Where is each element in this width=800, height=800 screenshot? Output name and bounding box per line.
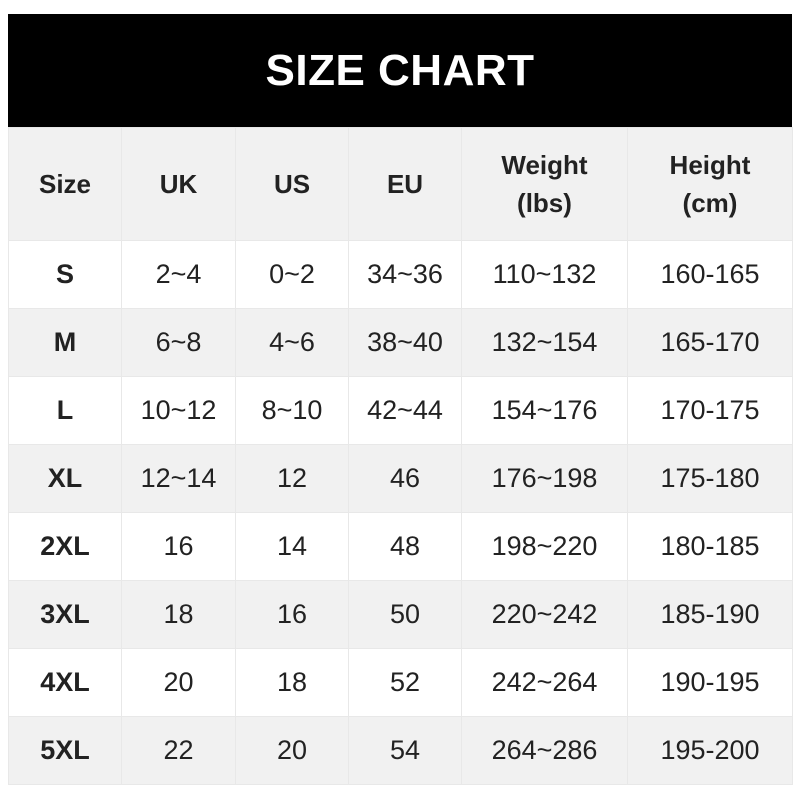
cell-size: XL: [8, 444, 122, 513]
cell-eu: 50: [348, 580, 462, 649]
cell-weight: 242~264: [461, 648, 628, 717]
cell-us: 8~10: [235, 376, 349, 445]
cell-height: 175-180: [627, 444, 793, 513]
cell-height: 185-190: [627, 580, 793, 649]
cell-height: 170-175: [627, 376, 793, 445]
cell-uk: 12~14: [121, 444, 236, 513]
column-header-label: Height: [669, 150, 751, 180]
cell-weight: 176~198: [461, 444, 628, 513]
cell-uk: 20: [121, 648, 236, 717]
column-header-label: Size: [38, 169, 92, 199]
cell-weight: 264~286: [461, 716, 628, 785]
cell-eu: 42~44: [348, 376, 462, 445]
cell-us: 12: [235, 444, 349, 513]
column-header-label: US: [273, 169, 311, 199]
column-header-size: Size: [8, 127, 122, 241]
column-header-label: UK: [159, 169, 198, 199]
cell-eu: 34~36: [348, 240, 462, 309]
column-header-weight: Weight (lbs): [461, 127, 628, 241]
cell-uk: 18: [121, 580, 236, 649]
cell-height: 165-170: [627, 308, 793, 377]
table-row: M 6~8 4~6 38~40 132~154 165-170: [8, 308, 793, 377]
cell-uk: 6~8: [121, 308, 236, 377]
table-body: S 2~4 0~2 34~36 110~132 160-165 M 6~8 4~6 38~40 13…: [8, 240, 793, 785]
size-chart-title: SIZE CHART: [8, 14, 792, 127]
table-row: S 2~4 0~2 34~36 110~132 160-165: [8, 240, 793, 309]
table-row: 5XL 22 20 54 264~286 195-200: [8, 716, 793, 785]
cell-us: 18: [235, 648, 349, 717]
cell-size: M: [8, 308, 122, 377]
header-row: Size UK US EU Weight (lbs) Height (cm): [8, 127, 793, 241]
cell-height: 195-200: [627, 716, 793, 785]
column-header-label: Weight: [501, 150, 588, 180]
cell-weight: 220~242: [461, 580, 628, 649]
cell-us: 20: [235, 716, 349, 785]
cell-uk: 16: [121, 512, 236, 581]
cell-us: 4~6: [235, 308, 349, 377]
cell-uk: 22: [121, 716, 236, 785]
column-header-height: Height (cm): [627, 127, 793, 241]
table-row: 2XL 16 14 48 198~220 180-185: [8, 512, 793, 581]
table-row: L 10~12 8~10 42~44 154~176 170-175: [8, 376, 793, 445]
table-row: 3XL 18 16 50 220~242 185-190: [8, 580, 793, 649]
cell-eu: 46: [348, 444, 462, 513]
cell-eu: 52: [348, 648, 462, 717]
cell-eu: 54: [348, 716, 462, 785]
cell-height: 160-165: [627, 240, 793, 309]
cell-size: 3XL: [8, 580, 122, 649]
cell-size: 2XL: [8, 512, 122, 581]
cell-uk: 10~12: [121, 376, 236, 445]
cell-uk: 2~4: [121, 240, 236, 309]
cell-size: 4XL: [8, 648, 122, 717]
cell-weight: 154~176: [461, 376, 628, 445]
cell-us: 0~2: [235, 240, 349, 309]
cell-size: L: [8, 376, 122, 445]
column-header-uk: UK: [121, 127, 236, 241]
cell-size: 5XL: [8, 716, 122, 785]
cell-height: 190-195: [627, 648, 793, 717]
cell-weight: 198~220: [461, 512, 628, 581]
cell-us: 16: [235, 580, 349, 649]
column-header-eu: EU: [348, 127, 462, 241]
size-chart-table: Size UK US EU Weight (lbs) Height (cm) S 2~4 0~2 3…: [8, 127, 793, 785]
cell-eu: 48: [348, 512, 462, 581]
cell-height: 180-185: [627, 512, 793, 581]
cell-us: 14: [235, 512, 349, 581]
cell-size: S: [8, 240, 122, 309]
table-row: XL 12~14 12 46 176~198 175-180: [8, 444, 793, 513]
cell-weight: 132~154: [461, 308, 628, 377]
column-header-unit: (lbs): [517, 188, 572, 218]
cell-weight: 110~132: [461, 240, 628, 309]
column-header-label: EU: [386, 169, 424, 199]
column-header-unit: (cm): [682, 188, 738, 218]
column-header-us: US: [235, 127, 349, 241]
table-row: 4XL 20 18 52 242~264 190-195: [8, 648, 793, 717]
cell-eu: 38~40: [348, 308, 462, 377]
